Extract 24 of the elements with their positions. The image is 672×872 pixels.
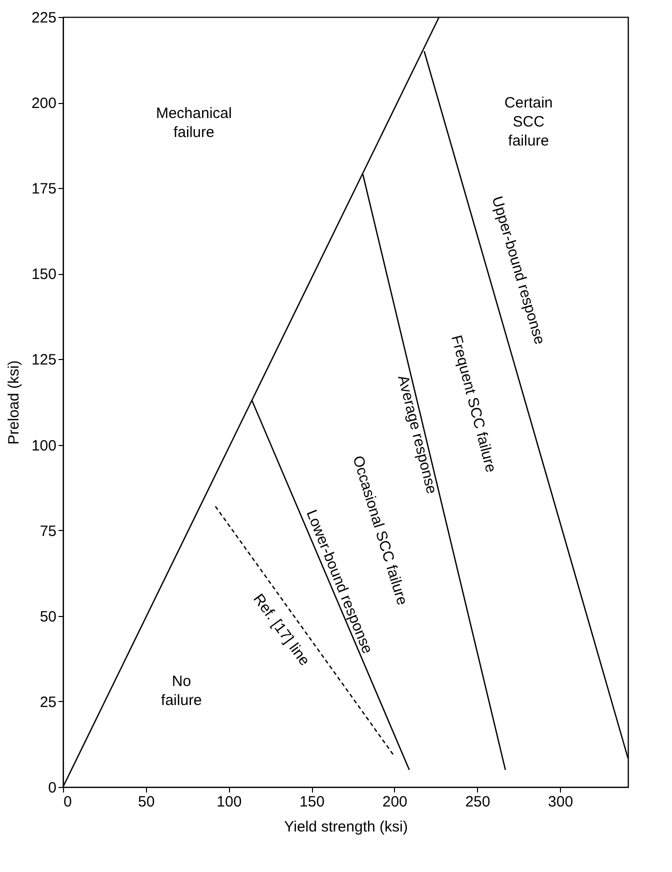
- y-tick-label: 175: [31, 180, 56, 198]
- x-tick-label: 50: [138, 794, 155, 810]
- x-tick-label: 200: [382, 794, 408, 810]
- annotation: Certain SCC failure: [504, 94, 553, 150]
- y-tick-label: 200: [31, 95, 56, 112]
- y-tick-label: 225: [31, 10, 56, 26]
- y-tick-label: 75: [40, 522, 56, 540]
- x-tick-label: 250: [465, 794, 490, 810]
- annotation: Mechanical failure: [156, 104, 232, 141]
- x-tick-label: 100: [216, 794, 242, 810]
- y-tick-label: 25: [40, 694, 56, 711]
- text: Average response: [394, 374, 440, 496]
- x-tick-label: 150: [300, 794, 325, 810]
- y-tick-label: 0: [48, 780, 56, 796]
- y-tick-label: 50: [40, 608, 56, 626]
- x-tick-label: 0: [64, 794, 72, 810]
- annotation: No failure: [161, 672, 202, 709]
- x-tick-label: 300: [548, 794, 574, 810]
- y-axis-title: Preload (ksi): [5, 360, 22, 445]
- y-tick-label: 150: [31, 266, 56, 284]
- x-axis-title: Yield strength (ksi): [284, 818, 408, 836]
- y-tick-label: 100: [31, 437, 56, 454]
- annotation: Frequent SCC failure: [448, 334, 500, 474]
- y-tick-label: 125: [31, 352, 56, 369]
